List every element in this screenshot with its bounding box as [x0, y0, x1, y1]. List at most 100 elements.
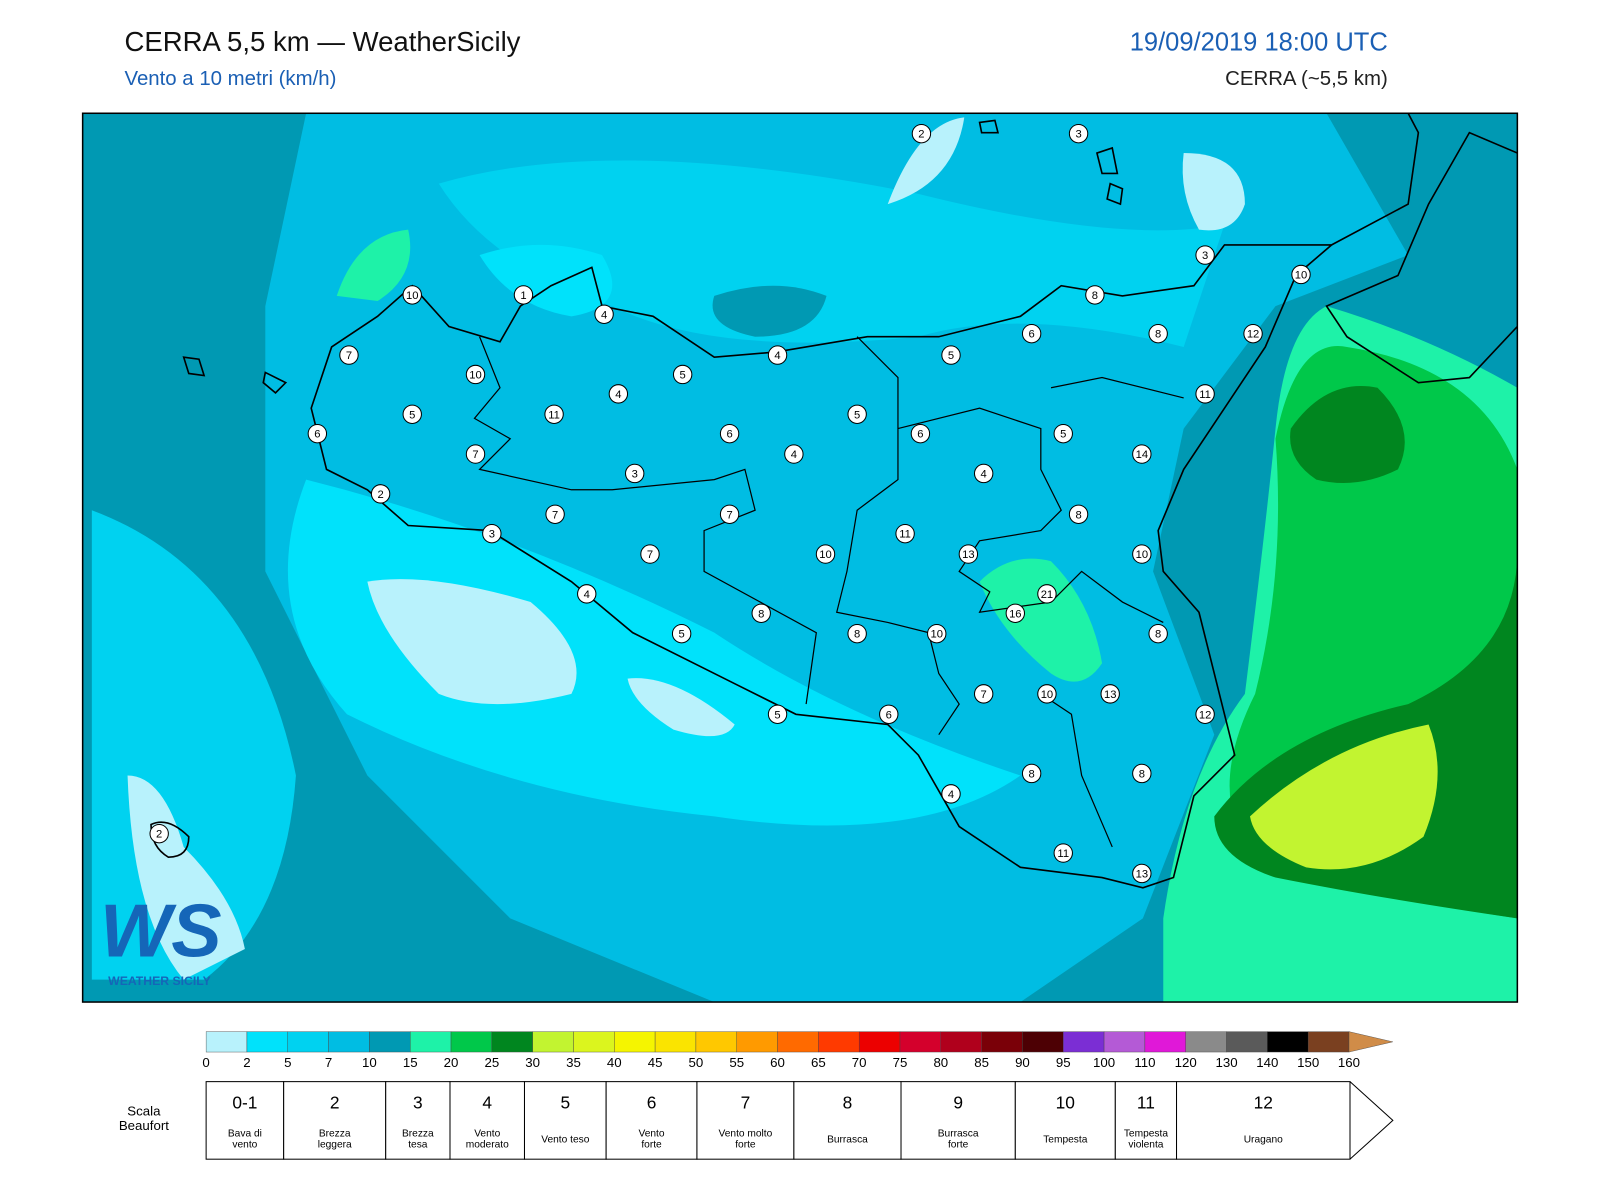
station-value: 2 — [156, 829, 162, 841]
colorbar-tick-label: 120 — [1175, 1055, 1197, 1070]
station-value: 8 — [758, 608, 764, 620]
wind-field — [82, 113, 1518, 1003]
beaufort-cell — [900, 1081, 1016, 1160]
station-marker — [941, 784, 961, 804]
station-value: 4 — [584, 589, 590, 601]
beaufort-desc: forte — [735, 1140, 756, 1151]
station-marker — [1195, 245, 1215, 265]
station-value: 16 — [1009, 608, 1021, 620]
beaufort-cell — [1176, 1081, 1351, 1160]
colorbar-segment — [450, 1031, 493, 1053]
station-marker — [879, 704, 899, 724]
station-marker — [1037, 584, 1057, 604]
colorbar-tick-label: 20 — [444, 1055, 459, 1070]
station-marker — [1243, 323, 1263, 344]
colorbar-segment — [818, 1031, 860, 1053]
station-marker — [1148, 323, 1168, 344]
colorbar-segment — [695, 1031, 737, 1053]
colorbar-segment — [654, 1031, 697, 1053]
station-marker — [1068, 123, 1089, 144]
station-value: 10 — [819, 549, 831, 561]
beaufort-desc: Brezza — [319, 1128, 351, 1139]
station-value: 5 — [774, 709, 780, 721]
station-marker — [1132, 863, 1152, 884]
colorbar-segment — [777, 1031, 819, 1053]
beaufort-force: 12 — [1254, 1093, 1273, 1113]
station-marker — [927, 623, 947, 644]
station-marker — [594, 304, 614, 324]
station-value: 7 — [346, 350, 352, 362]
station-value: 8 — [1139, 768, 1145, 780]
station-value: 5 — [679, 629, 685, 641]
colorbar-tick-label: 0 — [202, 1055, 209, 1070]
beaufort-force: 3 — [413, 1093, 423, 1113]
colorbar: 0 2 5 7 10 15 20 25 30 35 40 45 50 55 60 65 70 75 80 85 90 95… — [202, 1031, 1393, 1070]
colorbar-tick-label: 65 — [811, 1055, 826, 1070]
colorbar-segment — [736, 1031, 778, 1053]
colorbar-tick-label: 95 — [1056, 1055, 1071, 1070]
colorbar-tick-label: 25 — [484, 1055, 499, 1070]
beaufort-desc: Bava di — [228, 1128, 262, 1139]
beaufort-force: 9 — [953, 1093, 963, 1113]
beaufort-label: Scala — [127, 1104, 161, 1119]
colorbar-tick-label: 160 — [1338, 1055, 1360, 1070]
beaufort-cell — [449, 1081, 525, 1160]
colorbar-tick-label: 60 — [770, 1055, 785, 1070]
station-marker — [1053, 843, 1073, 863]
station-marker — [577, 584, 597, 604]
station-value: 8 — [854, 629, 860, 641]
colorbar-tick-label: 130 — [1215, 1055, 1237, 1070]
station-marker — [1021, 323, 1042, 344]
colorbar-tick-label: 7 — [325, 1055, 332, 1070]
logo: WS WEATHER SICILY — [100, 890, 222, 988]
logo-mark: WS — [100, 890, 222, 974]
colorbar-segment — [369, 1031, 411, 1053]
beaufort-arrow — [1349, 1081, 1394, 1160]
station-marker — [847, 623, 867, 644]
station-marker — [784, 444, 804, 464]
station-marker — [402, 404, 422, 424]
station-value: 7 — [726, 509, 732, 521]
station-marker — [1195, 384, 1215, 404]
station-marker — [1005, 603, 1025, 623]
station-value: 11 — [548, 409, 560, 421]
beaufort-force: 5 — [560, 1093, 570, 1113]
station-value: 13 — [1104, 689, 1116, 701]
station-marker — [767, 704, 788, 724]
logo-text: WEATHER SICILY — [108, 974, 211, 988]
station-marker — [973, 684, 994, 704]
station-marker — [339, 345, 359, 365]
beaufort-desc: vento — [232, 1140, 257, 1151]
colorbar-tick-label: 10 — [362, 1055, 377, 1070]
beaufort-desc: tesa — [408, 1140, 428, 1151]
station-value: 11 — [1057, 848, 1069, 860]
station-value: 4 — [615, 389, 621, 401]
station-value: 5 — [854, 409, 860, 421]
station-value: 10 — [1136, 549, 1148, 561]
station-marker — [482, 523, 502, 544]
station-value: 13 — [962, 549, 974, 561]
station-value: 4 — [601, 309, 607, 321]
colorbar-segment — [940, 1031, 982, 1053]
colorbar-tick-label: 70 — [852, 1055, 867, 1070]
station-marker — [671, 623, 692, 644]
colorbar-segment — [205, 1031, 248, 1053]
station-marker — [1291, 264, 1311, 285]
station-value: 6 — [314, 429, 320, 441]
beaufort-force: 4 — [482, 1093, 492, 1113]
beaufort-desc: Uragano — [1244, 1134, 1283, 1145]
station-marker — [544, 404, 564, 424]
model-label: CERRA (~5,5 km) — [1225, 68, 1388, 90]
colorbar-segment — [491, 1031, 533, 1053]
station-marker — [465, 364, 486, 385]
station-value: 4 — [948, 789, 954, 801]
station-value: 8 — [1155, 629, 1161, 641]
colorbar-tick-label: 2 — [243, 1055, 250, 1070]
station-marker — [1021, 763, 1042, 784]
station-value: 10 — [930, 629, 942, 641]
station-marker — [1100, 684, 1120, 704]
station-value: 7 — [472, 449, 478, 461]
beaufort-desc: leggera — [318, 1140, 352, 1151]
